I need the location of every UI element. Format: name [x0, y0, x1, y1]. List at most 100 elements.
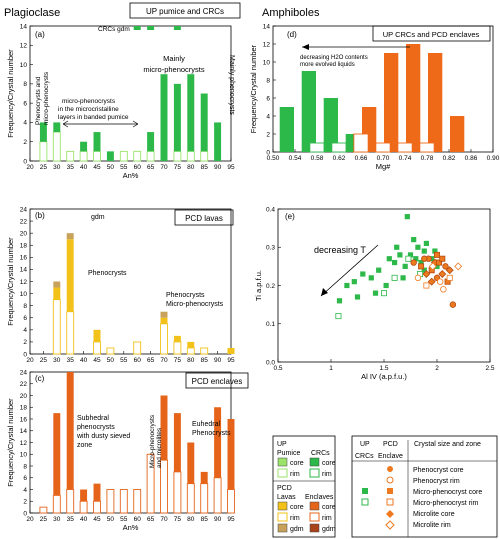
- b-ytick-label: 10: [20, 291, 28, 298]
- e-point: [439, 255, 446, 262]
- legend2-row-2: Micro-phenocryst core: [413, 489, 482, 496]
- a-xtick-label: 95: [227, 164, 235, 171]
- e-point: [397, 252, 403, 258]
- c-ytick-label: 10: [20, 452, 28, 459]
- legend1-core-2: core: [322, 460, 336, 467]
- c-bar-core: [53, 413, 61, 496]
- a-ytick-label: 12: [20, 43, 28, 50]
- b-xtick-label: 55: [120, 357, 128, 364]
- b-xtick-label: 85: [201, 357, 209, 364]
- e-point: [411, 237, 417, 243]
- b-xtick-label: 40: [80, 357, 88, 364]
- d-bar-pcd: [428, 53, 443, 152]
- e-point: [344, 282, 350, 289]
- c-xtick-label: 45: [93, 516, 101, 523]
- legend2-sym-microlite-core: [386, 510, 394, 518]
- ann-b-pheno: Phenocrysts: [88, 270, 127, 277]
- legend2-sym-pheno-rim: [386, 476, 394, 484]
- b-bar-gdm: [66, 233, 74, 240]
- a-bar-gdm: [173, 26, 181, 30]
- e-point: [446, 274, 453, 281]
- e-point: [421, 255, 428, 262]
- a-frame: [29, 25, 232, 162]
- d-bar-rim: [309, 142, 325, 153]
- legend2-row-0: Phenocryst core: [413, 467, 464, 474]
- e-point: [445, 266, 454, 275]
- ann-e-text: decreasing T: [314, 245, 366, 255]
- ann-a-mainly-micro-2: micro-phenocrysts: [143, 65, 205, 74]
- a-bar-rim: [66, 150, 75, 162]
- legend2-row-4: Microlite core: [413, 511, 455, 518]
- a-bar-rim: [133, 150, 142, 162]
- d-ytick-label: 8: [266, 77, 270, 84]
- a-bar-rim: [173, 150, 182, 162]
- legend1-gdm-1: gdm: [290, 526, 304, 533]
- d-bar-up: [301, 71, 316, 152]
- a-xtick-label: 70: [160, 164, 168, 171]
- b-bar-rim: [173, 341, 182, 355]
- a-ylabel: Frequency/Crystal number: [6, 49, 15, 138]
- e-point: [372, 290, 379, 296]
- d-xtick-label: 0.66: [355, 155, 368, 162]
- box-c-label: PCD enclaves: [192, 377, 243, 386]
- c-bar-rim: [52, 494, 61, 514]
- d-ytick-label: 2: [266, 131, 270, 138]
- c-bar-rim: [213, 477, 222, 514]
- b-bar-gdm: [160, 311, 168, 318]
- c-bar-rim: [186, 483, 195, 514]
- legend2-sub-encl: Enclave: [378, 453, 403, 460]
- c-bar-core: [66, 372, 74, 490]
- c-xtick-label: 65: [147, 516, 155, 523]
- ann-d-text-1: decreasing H2O contents: [300, 55, 368, 61]
- c-bar-core: [80, 489, 88, 502]
- a-xtick-label: 65: [147, 164, 155, 171]
- amphiboles-title: Amphiboles: [262, 7, 320, 19]
- e-point: [436, 278, 444, 285]
- c-xtick-label: 95: [227, 516, 235, 523]
- b-bar-core: [160, 317, 168, 324]
- e-point: [405, 255, 412, 262]
- e-point: [438, 270, 447, 278]
- a-bar-rim: [200, 150, 209, 162]
- b-bar-rim: [52, 299, 61, 355]
- e-point: [380, 290, 387, 297]
- d-bar-rim: [375, 142, 391, 153]
- a-bar-rim: [39, 141, 48, 162]
- box-b-label: PCD lavas: [185, 214, 223, 223]
- d-xtick-label: 0.78: [421, 155, 434, 162]
- b-xtick-label: 95: [227, 357, 235, 364]
- e-point: [400, 275, 406, 281]
- legend2-col-pcd: PCD: [383, 441, 398, 448]
- b-xtick-label: 90: [214, 357, 222, 364]
- b-ytick-label: 4: [23, 327, 27, 334]
- legend2-sub-crcs: CRCs: [355, 453, 374, 460]
- ann-c-sub-1: Subhedral: [77, 415, 109, 422]
- legend1-lavas: Lavas: [277, 494, 296, 501]
- e-point: [392, 259, 398, 266]
- c-ytick-label: 4: [23, 487, 27, 494]
- d-ytick-label: 0: [266, 149, 270, 156]
- d-bar-up: [279, 107, 294, 152]
- legend1-up: UP: [277, 441, 287, 448]
- ann-a-micro-2: in the microcristalline: [58, 106, 119, 113]
- e-point: [433, 251, 440, 258]
- c-xtick-label: 80: [187, 516, 195, 523]
- e-ytick-label: 0.1: [266, 321, 275, 328]
- a-xtick-label: 55: [120, 164, 128, 171]
- e-point: [360, 271, 366, 277]
- c-bar-rim: [227, 489, 235, 514]
- e-ytick-label: 0.3: [266, 245, 275, 252]
- d-ylabel: Frequency/Crystal number: [249, 44, 258, 133]
- legend2-sym-micro-core-up: [362, 488, 368, 494]
- e-xtick-label: 1: [329, 365, 333, 372]
- e-xlabel: Al IV (a.p.f.u.): [361, 372, 407, 381]
- ann-c-eu-2: Phenocrysts: [192, 430, 231, 437]
- a-xtick-label: 75: [174, 164, 182, 171]
- ann-b-gdm: gdm: [91, 214, 105, 221]
- d-xtick-label: 0.54: [289, 155, 302, 162]
- c-ytick-label: 22: [20, 381, 28, 388]
- c-bar-rim: [200, 483, 209, 514]
- c-bar-core: [227, 419, 235, 490]
- b-ytick-label: 20: [20, 230, 28, 237]
